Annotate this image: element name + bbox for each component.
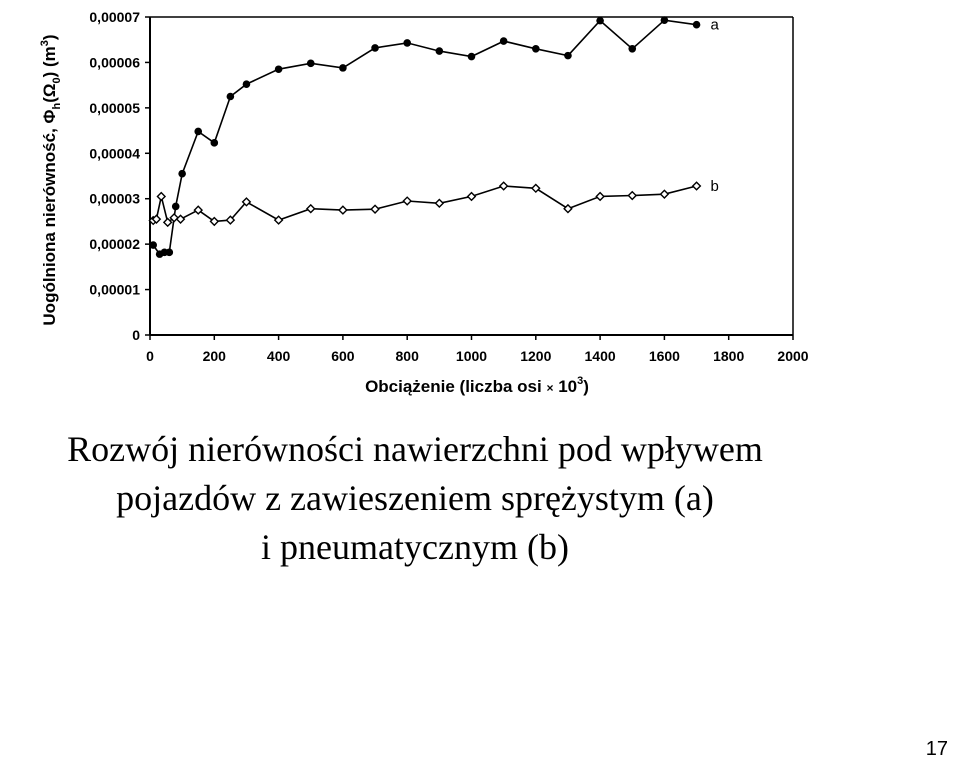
slide-caption: Rozwój nierówności nawierzchni pod wpływ…: [0, 425, 830, 572]
x-tick-label: 1000: [456, 348, 487, 364]
x-tick-label: 400: [267, 348, 291, 364]
data-point-a: [165, 248, 174, 257]
data-point-b: [563, 203, 573, 214]
data-point-a: [532, 45, 540, 53]
data-point-a: [596, 16, 604, 25]
data-point-a: [692, 20, 701, 29]
data-point-a: [194, 127, 203, 136]
chart-axes: [149, 16, 794, 336]
data-point-b: [305, 203, 316, 214]
data-point-a: [306, 59, 315, 68]
y-tick-label: 0,00005: [89, 100, 140, 116]
data-point-a: [226, 92, 235, 101]
data-point-b: [531, 183, 541, 194]
caption-line-3: i pneumatycznym (b): [261, 527, 569, 567]
caption-line-1: Rozwój nierówności nawierzchni pod wpływ…: [67, 429, 763, 469]
x-tick-label: 2000: [777, 348, 808, 364]
data-point-a: [660, 16, 669, 24]
data-point-a: [339, 64, 347, 72]
data-point-b: [162, 217, 173, 228]
data-point-a: [564, 51, 572, 60]
x-axis-title: Obciążenie (liczba osi × 103): [365, 375, 589, 396]
series-a: a: [149, 16, 720, 258]
chart-ticks: 0 0,00001 0,00002 0,00003 0,00004 0,00005 0,00…: [89, 9, 808, 364]
y-tick-label: 0,00007: [89, 9, 140, 25]
data-point-b: [175, 214, 186, 224]
data-point-b: [193, 205, 204, 215]
x-tick-label: 200: [203, 348, 227, 364]
data-point-b: [156, 191, 167, 202]
data-point-a: [178, 169, 186, 178]
data-point-a: [403, 39, 412, 47]
y-tick-label: 0: [132, 327, 140, 343]
roughness-chart: 0 0,00001 0,00002 0,00003 0,00004 0,00005 0,00…: [39, 9, 809, 396]
data-point-b: [627, 190, 638, 201]
chart-series: ab: [148, 16, 720, 258]
x-tick-label: 800: [396, 348, 420, 364]
series-b-line: [152, 185, 697, 224]
y-tick-label: 0,00001: [89, 282, 140, 298]
series-label-a: a: [711, 17, 720, 34]
data-point-a: [467, 52, 476, 61]
data-point-a: [274, 65, 283, 74]
data-point-b: [659, 189, 670, 199]
x-tick-label: 1200: [520, 348, 551, 364]
data-point-b: [370, 204, 380, 214]
data-point-b: [273, 215, 284, 225]
y-tick-label: 0,00003: [89, 191, 140, 207]
data-point-a: [242, 80, 251, 89]
series-a-line: [152, 19, 697, 256]
x-tick-label: 600: [331, 348, 355, 364]
data-point-b: [209, 216, 220, 227]
page-number: 17: [925, 738, 948, 760]
data-point-b: [691, 181, 702, 191]
series-label-b: b: [711, 178, 719, 195]
data-point-a: [435, 47, 444, 55]
x-tick-label: 1800: [713, 348, 744, 364]
x-tick-label: 1600: [649, 348, 680, 364]
y-tick-label: 0,00006: [89, 54, 140, 70]
data-point-b: [434, 198, 445, 209]
y-tick-label: 0,00002: [89, 236, 140, 252]
data-point-a: [371, 44, 379, 52]
data-point-b: [402, 196, 412, 206]
data-point-b: [595, 191, 605, 202]
data-point-a: [171, 202, 180, 211]
y-tick-label: 0,00004: [89, 145, 140, 161]
data-point-a: [628, 45, 637, 53]
series-b: b: [148, 178, 719, 228]
data-point-b: [225, 215, 236, 225]
data-point-b: [241, 197, 252, 207]
data-point-a: [499, 37, 508, 45]
data-point-b: [466, 191, 477, 202]
data-point-a: [210, 139, 219, 147]
data-point-b: [169, 213, 179, 223]
y-axis-title: Uogólniona nierówność, Φh(Ω0) (m3): [39, 34, 63, 325]
x-tick-label: 0: [146, 348, 154, 364]
x-tick-label: 1400: [585, 348, 616, 364]
caption-line-2: pojazdów z zawieszeniem sprężystym (a): [116, 478, 714, 518]
data-point-b: [151, 214, 162, 224]
data-point-b: [338, 205, 348, 215]
data-point-a: [149, 241, 158, 249]
data-point-b: [498, 181, 509, 191]
